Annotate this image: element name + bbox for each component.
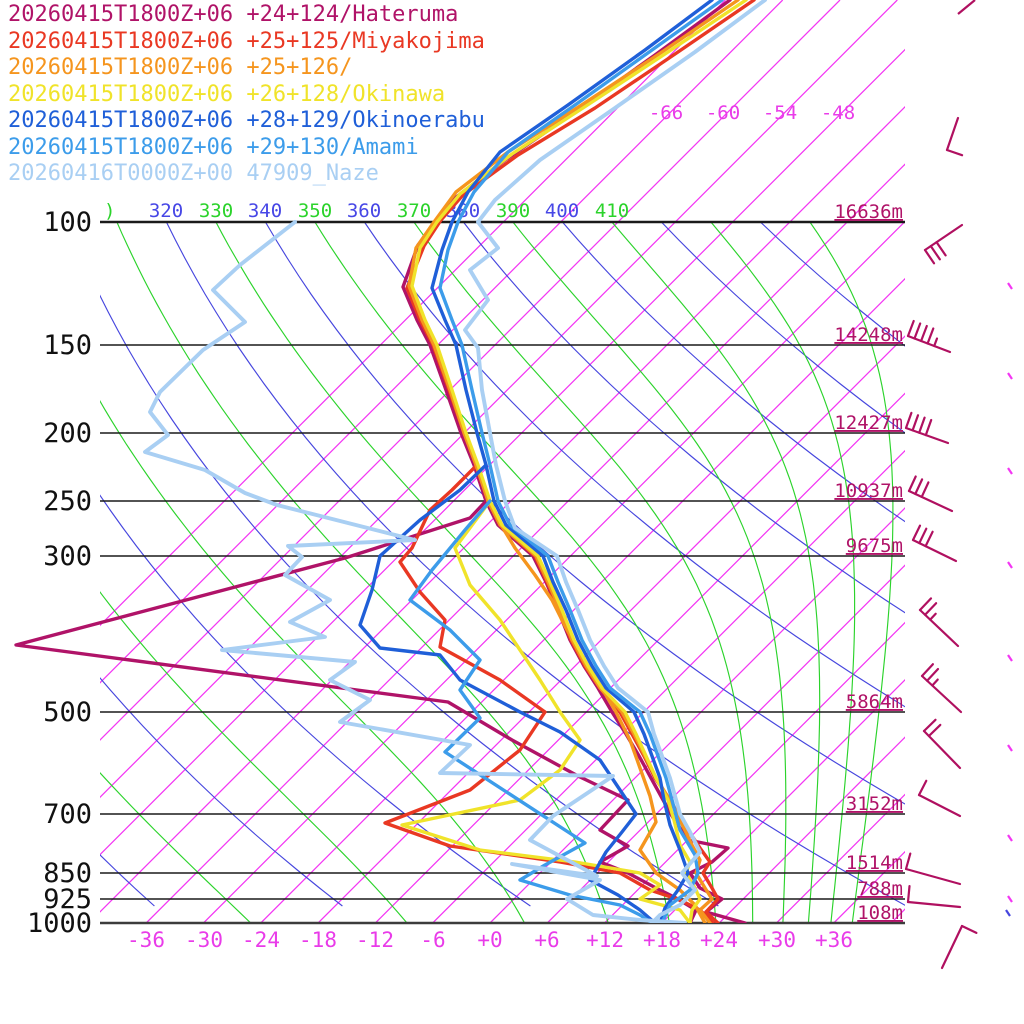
temp-tick-label: -30 (185, 928, 223, 952)
pressure-label-100: 100 (43, 207, 92, 238)
theta-top-label-340: 340 (248, 200, 282, 222)
edge-mark (1007, 895, 1013, 903)
theta-top-label-400: 400 (545, 200, 579, 222)
legend-line-3: 20260415T1800Z+06 +26+128/Okinawa (8, 81, 446, 107)
temp-tick-label: -36 (127, 928, 165, 952)
pressure-label-300: 300 (43, 541, 92, 572)
edge-mark (957, 0, 976, 15)
legend-line-0: 20260415T1800Z+06 +24+124/Hateruma (8, 2, 459, 27)
trace-temp-P126 (407, 0, 740, 923)
iso-top-label: -66 (649, 102, 683, 124)
height-label-150: 14248m (834, 324, 903, 346)
trace-dewpoint-Naze (143, 220, 687, 923)
legend-line-4: 20260415T1800Z+06 +28+129/Okinoerabu (8, 108, 485, 133)
temp-tick-label: +0 (477, 928, 502, 952)
edge-mark (1007, 561, 1013, 569)
trace-dewpoint-Amami (408, 499, 654, 923)
edge-mark (1007, 654, 1013, 662)
height-label-925: 788m (857, 878, 903, 900)
height-label-500: 5864m (846, 691, 903, 713)
temp-tick-label: +6 (534, 928, 559, 952)
edge-mark (1007, 467, 1013, 475)
trace-dewpoint-Okinawa (400, 499, 692, 923)
theta-top-label-330: 330 (199, 200, 233, 222)
trace-dewpoint-Hateruma (14, 499, 698, 923)
iso-top-label: -48 (821, 102, 855, 124)
trace-dewpoint-Miyakojima (383, 463, 715, 923)
height-label-200: 12427m (834, 412, 903, 434)
theta-fragment: ) (104, 200, 115, 222)
height-label-700: 3152m (846, 793, 903, 815)
edge-mark (1007, 282, 1013, 290)
legend-line-5: 20260415T1800Z+06 +29+130/Amami (8, 134, 419, 160)
iso-top-label: -54 (763, 102, 797, 124)
pressure-label-1000: 1000 (27, 908, 92, 939)
wind-barb (907, 475, 954, 513)
trace-dewpoint-P126 (486, 499, 707, 923)
wind-barb (940, 924, 978, 970)
theta-top-label-360: 360 (347, 200, 381, 222)
edge-mark (1007, 372, 1013, 380)
wind-barb (904, 852, 962, 886)
temp-tick-label: -12 (356, 928, 394, 952)
temp-tick-label: -18 (299, 928, 337, 952)
pressure-label-250: 250 (43, 486, 92, 517)
sounding-legend: 20260415T1800Z+06 +24+124/Hateruma 202604… (8, 2, 485, 188)
theta-top-label-410: 410 (595, 200, 629, 222)
temp-tick-label: +24 (700, 928, 738, 952)
temp-tick-label: +36 (815, 928, 853, 952)
theta-top-label-370: 370 (397, 200, 431, 222)
height-label-100: 16636m (834, 201, 903, 223)
edge-mark (1005, 909, 1011, 917)
wind-barb (904, 411, 950, 445)
height-label-250: 10937m (834, 480, 903, 502)
iso-top-label: -60 (706, 102, 740, 124)
height-label-300: 9675m (846, 535, 903, 557)
legend-line-2: 20260415T1800Z+06 +25+126/ (8, 55, 353, 80)
wind-barb (906, 884, 962, 909)
pressure-label-500: 500 (43, 697, 92, 728)
wind-barb (918, 597, 960, 648)
wind-barb (920, 663, 963, 714)
pressure-label-150: 150 (43, 330, 92, 361)
legend-line-6: 20260416T0000Z+00 47909_Naze (8, 161, 379, 186)
wind-barb (911, 524, 958, 563)
height-label-1000: 108m (857, 902, 903, 924)
trace-temp-Okinoerabu (430, 0, 714, 923)
temp-tick-label: -6 (420, 928, 445, 952)
temp-tick-label: +12 (586, 928, 624, 952)
wind-barb (945, 116, 964, 157)
legend-line-1: 20260415T1800Z+06 +25+125/Miyakojima (8, 28, 485, 54)
edge-mark (1007, 834, 1013, 842)
height-label-850: 1514m (846, 852, 903, 874)
wind-barb (923, 223, 964, 265)
wind-barb (906, 319, 952, 354)
theta-top-label-320: 320 (149, 200, 183, 222)
pressure-label-700: 700 (43, 799, 92, 830)
pressure-label-925: 925 (43, 884, 92, 915)
trace-temp-Naze (463, 0, 767, 923)
trace-temp-Amami (438, 0, 724, 923)
wind-barb (917, 779, 962, 818)
temp-tick-label: -24 (242, 928, 280, 952)
theta-top-label-350: 350 (298, 200, 332, 222)
temp-tick-label: +18 (643, 928, 681, 952)
wind-barb (922, 718, 962, 770)
pressure-label-850: 850 (43, 858, 92, 889)
theta-top-label-390: 390 (496, 200, 530, 222)
temp-tick-label: +30 (758, 928, 796, 952)
edge-mark (1007, 744, 1013, 752)
pressure-label-200: 200 (43, 418, 92, 449)
trace-temp-Okinawa (410, 0, 748, 923)
